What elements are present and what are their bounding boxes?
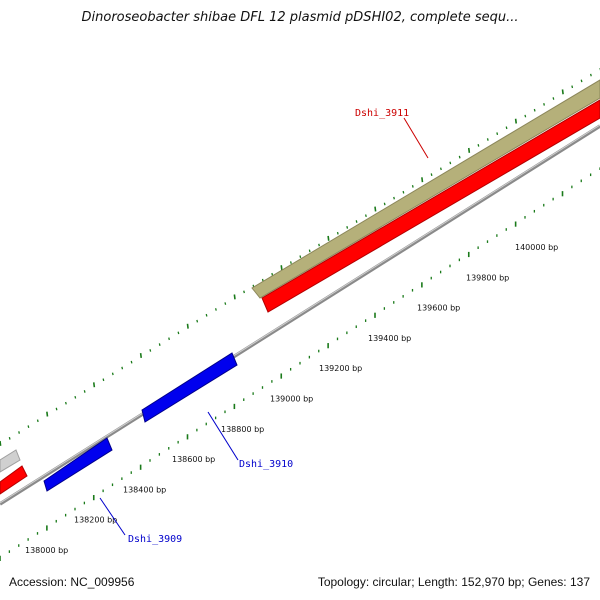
outer-minor-tick [271,272,274,276]
backbone-line [0,124,600,506]
outer-minor-tick [196,319,199,323]
backbone [0,124,600,506]
outer-minor-tick [383,202,386,206]
cds-feature-dshi-3910[interactable] [141,352,238,423]
outer-minor-tick [55,407,58,411]
outer-tick-ring [0,68,600,446]
outer-major-tick [561,89,564,95]
outer-minor-tick [589,73,592,77]
outer-major-tick [327,235,330,241]
outer-minor-tick [336,231,339,235]
tick-label: 138400 bp [123,485,166,494]
outer-minor-tick [8,436,11,440]
gene-label-dshi-3909[interactable]: Dshi_3909 [128,534,182,545]
outer-minor-tick [168,337,170,341]
outer-major-tick [421,177,424,183]
outer-major-tick [92,382,96,388]
outer-minor-tick [121,366,124,370]
gene-label-dshi-3911[interactable]: Dshi_3911 [355,108,409,119]
outer-minor-tick [158,343,161,346]
outer-minor-tick [346,226,349,229]
outer-minor-tick [543,102,545,106]
outer-major-tick [467,147,471,153]
outer-minor-tick [36,419,39,423]
outer-minor-tick [411,185,414,188]
tick-label: 138200 bp [74,516,117,525]
outer-minor-tick [580,79,583,83]
outer-minor-tick [18,431,20,434]
outer-minor-tick [205,313,208,317]
outer-minor-tick [299,255,302,259]
callout-dshi-3910 [207,411,239,461]
outer-minor-tick [64,401,67,405]
tick-label: 140000 bp [515,243,558,252]
gene-track [251,79,600,299]
outer-minor-tick [458,155,461,159]
outer-minor-tick [27,425,30,428]
backbone-highlight [0,124,600,504]
outer-minor-tick [402,190,405,194]
outer-minor-tick [496,132,499,136]
outer-minor-tick [177,331,180,335]
outer-minor-tick [111,372,114,376]
outer-minor-tick [524,114,527,118]
tick-label: 138800 bp [221,425,264,434]
outer-minor-tick [318,243,320,247]
tick-label: 139200 bp [319,364,362,373]
outer-minor-tick [364,214,367,218]
partial-feature-grey[interactable] [0,449,21,473]
outer-minor-tick [102,378,105,382]
tick-label: 139800 bp [466,273,509,282]
outer-minor-tick [505,126,508,130]
outer-minor-tick [430,173,433,177]
outer-minor-tick [552,97,555,100]
cds-forward-track [0,99,600,495]
outer-minor-tick [477,144,480,147]
outer-major-tick [374,206,377,212]
gene-label-dshi-3910[interactable]: Dshi_3910 [239,459,293,470]
outer-minor-tick [308,249,311,253]
cds-feature-dshi-3909[interactable] [43,437,113,492]
outer-major-tick [233,294,236,300]
gene-feature-dshi-3911[interactable] [251,79,600,299]
cds-reverse-track [43,352,238,492]
outer-minor-tick [439,167,442,171]
outer-major-tick [0,440,2,446]
tick-label: 138000 bp [25,546,68,555]
outer-minor-tick [289,261,292,264]
inner-tick-ring: 138000 bp 138200 bp 138400 bp 138600 bp 1388… [0,167,600,561]
outer-minor-tick [571,85,574,89]
outer-minor-tick [393,196,395,200]
outer-minor-tick [130,360,133,364]
outer-minor-tick [533,108,536,112]
callout-dshi-3909 [99,497,126,536]
outer-major-tick [139,353,143,359]
tick-label: 139600 bp [417,304,460,313]
map-title: Dinoroseobacter shibae DFL 12 plasmid pD… [81,10,519,25]
outer-minor-tick [243,290,245,294]
outer-major-tick [46,411,49,417]
gene-labels: Dshi_3911 Dshi_3910 Dshi_3909 [99,108,429,545]
accession-text: Accession: NC_009956 [9,575,135,589]
outer-minor-tick [214,308,217,311]
topology-summary: Topology: circular; Length: 152,970 bp; … [317,575,590,589]
tick-label: 139000 bp [270,395,313,404]
outer-minor-tick [486,138,489,141]
cds-feature-left-edge[interactable] [0,465,28,495]
outer-major-tick [514,118,518,124]
tick-label: 138600 bp [172,455,215,464]
outer-minor-tick [224,302,227,305]
callout-dshi-3911 [403,117,429,159]
outer-major-tick [186,323,189,329]
outer-minor-tick [74,395,77,399]
tick-label: 139400 bp [368,334,411,343]
cds-feature-dshi-3911[interactable] [261,99,600,313]
outer-minor-tick [355,220,358,223]
outer-minor-tick [149,349,152,352]
outer-major-tick [280,265,283,271]
outer-minor-tick [83,390,86,393]
outer-minor-tick [449,161,452,165]
